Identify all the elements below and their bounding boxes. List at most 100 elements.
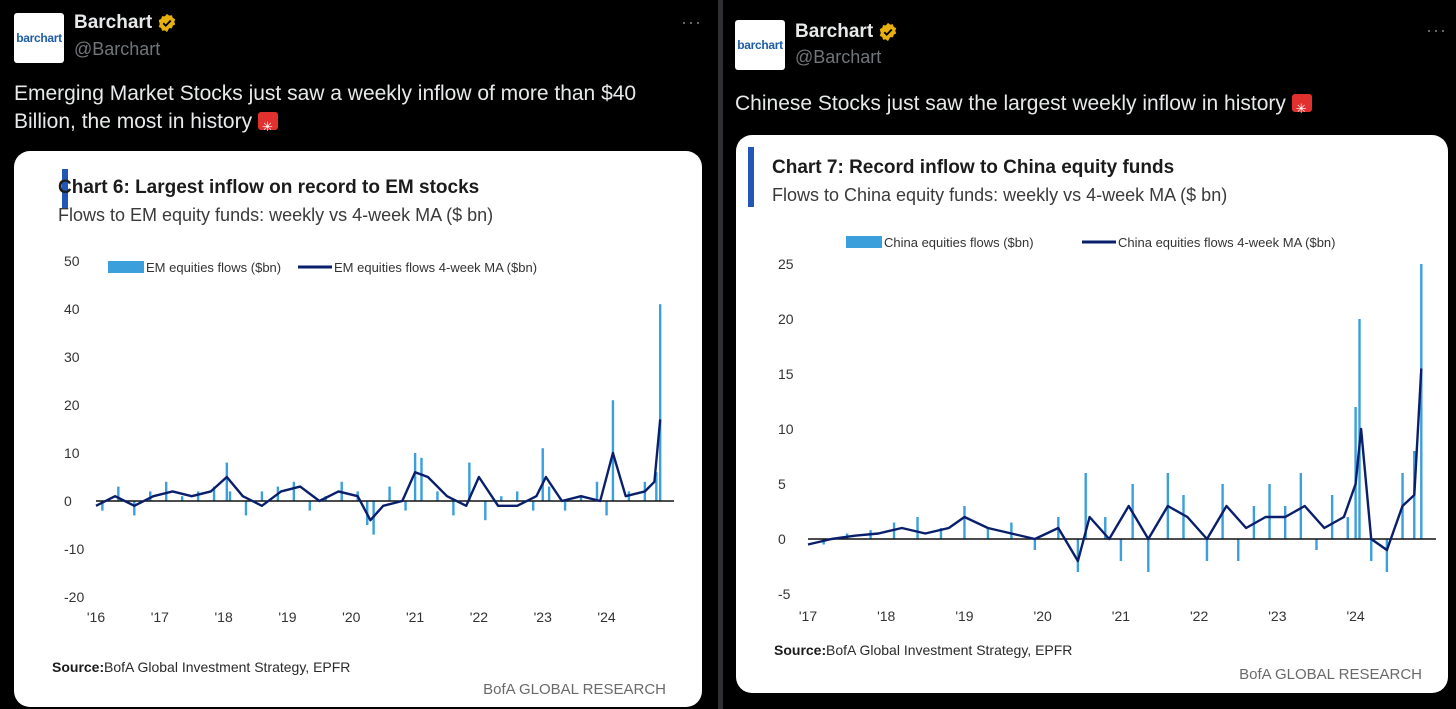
flow-bar xyxy=(611,400,615,501)
flow-bar xyxy=(244,501,248,516)
title-accent-bar xyxy=(748,147,754,207)
y-tick-label: 0 xyxy=(64,493,72,509)
legend-label-bar: China equities flows ($bn) xyxy=(884,235,1034,250)
author-name-text: Barchart xyxy=(795,21,874,42)
avatar-logo-text: barchart xyxy=(16,31,62,45)
flow-bar xyxy=(404,501,407,511)
brand-label: BofA GLOBAL RESEARCH xyxy=(1239,666,1422,683)
flow-bar xyxy=(547,486,551,501)
flow-bar xyxy=(658,304,662,501)
author-handle[interactable]: @Barchart xyxy=(74,39,161,59)
legend-label-bar: EM equities flows ($bn) xyxy=(146,260,281,275)
flow-bar xyxy=(516,491,519,501)
x-tick-label: '19 xyxy=(955,608,973,624)
flow-bar xyxy=(1084,473,1087,539)
flow-bar xyxy=(436,491,439,501)
x-tick-label: '23 xyxy=(1268,608,1286,624)
more-options-icon[interactable]: ··· xyxy=(681,12,702,32)
flow-bar xyxy=(1385,539,1389,572)
y-tick-label: 5 xyxy=(778,476,786,492)
chart-title: Chart 7: Record inflow to China equity f… xyxy=(772,157,1174,178)
y-tick-label: 10 xyxy=(64,445,80,461)
moving-average-line xyxy=(95,419,662,522)
flow-bar xyxy=(655,472,658,501)
flow-bar xyxy=(1076,539,1080,572)
flow-bar xyxy=(579,496,583,501)
more-options-icon[interactable]: ··· xyxy=(1426,20,1447,40)
moving-average-line xyxy=(807,368,1423,563)
tweet-emerging-markets: barchart Barchart @Barchart ··· Emerging… xyxy=(0,0,718,709)
verified-badge-icon xyxy=(158,13,176,33)
x-tick-label: '24 xyxy=(1346,608,1364,624)
flow-bar xyxy=(1033,539,1037,550)
flow-bar xyxy=(420,457,423,501)
flow-bar xyxy=(1104,517,1107,539)
flow-bar xyxy=(101,501,104,511)
tweet-text-content: Emerging Market Stocks just saw a weekly… xyxy=(14,82,637,133)
flow-bar xyxy=(468,462,471,501)
x-tick-label: '16 xyxy=(87,609,105,625)
flow-bar xyxy=(133,501,136,516)
flow-bar xyxy=(260,491,264,501)
y-tick-label: 20 xyxy=(64,397,80,413)
flow-bar xyxy=(149,491,152,501)
chart-7-svg: Chart 7: Record inflow to China equity f… xyxy=(748,147,1436,683)
flow-bar xyxy=(1370,539,1373,561)
y-tick-label: -20 xyxy=(64,589,84,605)
flow-bar xyxy=(484,501,487,521)
y-tick-label: 30 xyxy=(64,349,80,365)
flow-bar xyxy=(916,517,919,539)
flow-bar xyxy=(388,486,391,501)
x-tick-label: '24 xyxy=(597,609,615,625)
flow-bar xyxy=(1010,522,1013,539)
y-tick-label: 50 xyxy=(64,253,80,269)
avatar[interactable]: barchart xyxy=(735,20,785,70)
flow-bar xyxy=(225,462,229,501)
chart-subtitle: Flows to EM equity funds: weekly vs 4-we… xyxy=(58,205,493,225)
author-name[interactable]: Barchart xyxy=(795,21,898,43)
y-tick-label: 40 xyxy=(64,301,80,317)
author-name-text: Barchart xyxy=(74,12,153,33)
author-handle[interactable]: @Barchart xyxy=(795,47,882,67)
flow-bar xyxy=(1299,473,1303,539)
flow-bar xyxy=(212,486,216,501)
x-tick-label: '19 xyxy=(278,609,296,625)
flow-bar xyxy=(563,501,567,511)
flow-bar xyxy=(228,491,232,501)
x-tick-label: '23 xyxy=(534,609,552,625)
avatar[interactable]: barchart xyxy=(14,13,64,63)
flow-bar xyxy=(1205,539,1209,561)
x-tick-label: '20 xyxy=(342,609,360,625)
x-tick-label: '21 xyxy=(1112,608,1130,624)
flow-bar xyxy=(413,453,417,501)
legend-label-line: China equities flows 4-week MA ($bn) xyxy=(1118,235,1336,250)
tweet-text-content: Chinese Stocks just saw the largest week… xyxy=(735,92,1286,115)
source-label: Source: xyxy=(52,659,104,675)
flow-bar xyxy=(1315,539,1318,550)
chart-title: Chart 6: Largest inflow on record to EM … xyxy=(58,177,479,198)
flow-bar xyxy=(541,448,544,501)
flow-bar xyxy=(180,496,184,501)
tweet-text: Chinese Stocks just saw the largest week… xyxy=(735,90,1435,123)
flow-bar xyxy=(1237,539,1240,561)
flow-bar xyxy=(605,501,608,516)
flow-bar xyxy=(117,486,120,501)
flow-bar xyxy=(308,501,311,511)
flow-bar xyxy=(963,506,966,539)
flow-bar xyxy=(595,481,599,501)
y-tick-label: 10 xyxy=(778,421,794,437)
flow-bar xyxy=(1283,506,1287,539)
x-tick-label: '18 xyxy=(215,609,233,625)
tweet-chinese-stocks: barchart Barchart @Barchart ··· Chinese … xyxy=(723,0,1456,709)
flow-bar xyxy=(452,501,455,516)
x-tick-label: '17 xyxy=(799,608,817,624)
x-tick-label: '20 xyxy=(1034,608,1052,624)
chart-image[interactable]: Chart 6: Largest inflow on record to EM … xyxy=(14,151,702,707)
x-tick-label: '18 xyxy=(877,608,895,624)
chart-image[interactable]: Chart 7: Record inflow to China equity f… xyxy=(736,135,1448,693)
brand-label: BofA GLOBAL RESEARCH xyxy=(483,681,666,698)
legend-swatch-bar xyxy=(108,261,144,273)
flow-bar xyxy=(1119,539,1123,561)
flow-bar xyxy=(939,528,943,539)
author-name[interactable]: Barchart xyxy=(74,12,177,34)
